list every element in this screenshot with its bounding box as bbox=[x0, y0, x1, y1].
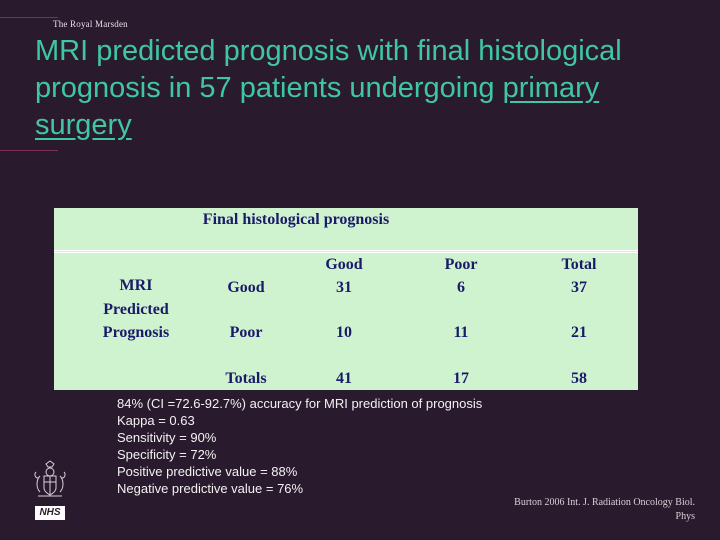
cell-totals-poor: 17 bbox=[453, 370, 469, 387]
stat-ppv: Positive predictive value = 88% bbox=[117, 464, 298, 479]
row-label-line-1: MRI bbox=[119, 277, 153, 294]
row-totals-label: Totals bbox=[225, 370, 267, 387]
row-poor-label: Poor bbox=[229, 324, 263, 341]
col-header-poor: Poor bbox=[444, 256, 478, 273]
title-underlined-primary: primary bbox=[502, 72, 600, 104]
statistics-list: 84% (CI =72.6-92.7%) accuracy for MRI pr… bbox=[117, 395, 482, 497]
stat-kappa: Kappa = 0.63 bbox=[117, 413, 195, 428]
cell-totals-good: 41 bbox=[336, 370, 352, 387]
row-good-label: Good bbox=[227, 279, 265, 296]
cell-totals-total: 58 bbox=[571, 370, 587, 387]
prognosis-table: Final histological prognosis MRI Predict… bbox=[54, 208, 638, 390]
stat-specificity: Specificity = 72% bbox=[117, 447, 217, 462]
citation-line-2: Phys bbox=[675, 511, 695, 522]
col-header-good: Good bbox=[325, 256, 363, 273]
title-line-2: prognosis in 57 patients undergoing bbox=[35, 72, 503, 104]
cell-poor-good: 10 bbox=[336, 324, 352, 341]
table-separator bbox=[54, 250, 638, 251]
mid-divider bbox=[0, 150, 58, 151]
row-label-line-3: Prognosis bbox=[102, 324, 170, 341]
nhs-logo: NHS bbox=[35, 506, 65, 520]
citation-line-1: Burton 2006 Int. J. Radiation Oncology B… bbox=[514, 497, 695, 508]
cell-poor-poor: 11 bbox=[453, 324, 469, 341]
top-divider bbox=[0, 17, 58, 18]
title-line-1: MRI predicted prognosis with final histo… bbox=[35, 35, 622, 67]
cell-good-good: 31 bbox=[336, 279, 352, 296]
royal-crest-icon bbox=[34, 460, 66, 497]
title-underlined-surgery: surgery bbox=[35, 109, 132, 141]
slide-title: MRI predicted prognosis with final histo… bbox=[35, 33, 705, 144]
table-header: Final histological prognosis bbox=[202, 211, 390, 228]
citation: Burton 2006 Int. J. Radiation Oncology B… bbox=[460, 496, 695, 524]
stat-accuracy: 84% (CI =72.6-92.7%) accuracy for MRI pr… bbox=[117, 396, 483, 411]
table-separator-2 bbox=[54, 252, 638, 253]
stat-sensitivity: Sensitivity = 90% bbox=[117, 430, 217, 445]
cell-good-total: 37 bbox=[571, 279, 587, 296]
row-label-line-2: Predicted bbox=[103, 301, 169, 318]
cell-poor-total: 21 bbox=[571, 324, 587, 341]
col-header-total: Total bbox=[561, 256, 597, 273]
organization-name: The Royal Marsden bbox=[53, 19, 128, 29]
stat-npv: Negative predictive value = 76% bbox=[117, 481, 304, 496]
cell-good-poor: 6 bbox=[457, 279, 465, 296]
